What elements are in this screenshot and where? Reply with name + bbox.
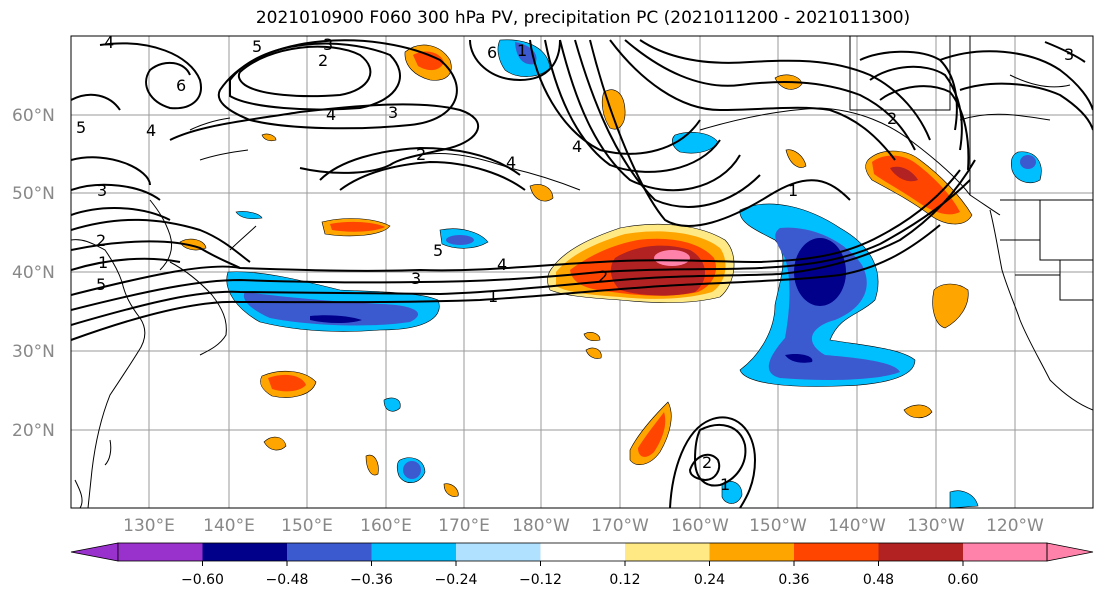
pv-label: 2 [416,145,426,164]
pv-contours [71,39,1093,508]
colorbar-tick-label: 0.60 [947,572,978,588]
colorbar-tick-label: 0.24 [694,572,725,588]
colorbar-extend-high [1046,542,1094,562]
coastline-aleutians [419,152,581,191]
pv-label: 1 [488,287,498,306]
colorbar-bin [202,543,287,561]
colorbar-tick-label: 0.36 [778,572,809,588]
pv-label: 5 [433,241,443,260]
colorbar-tick-label: −0.48 [266,572,309,588]
colorbar-bin [625,543,710,561]
pv-label: 3 [323,35,333,54]
lat-label: 50°N [12,184,55,204]
lat-label: 30°N [12,342,55,362]
pv-label: 6 [176,76,186,95]
colorbar-bin [878,543,963,561]
longitude-labels: 130°E 140°E 150°E 160°E 170°E 180°W 170°… [123,516,1044,536]
colorbar-bin [709,543,794,561]
pv-label: 4 [506,153,516,172]
colorbar-bin [540,543,625,561]
colorbar-bin [794,543,879,561]
coastline-north-america [989,209,1093,411]
lon-label: 170°E [438,516,490,536]
pv-label: 2 [887,109,897,128]
pv-label: 3 [411,269,421,288]
colorbar-bin [371,543,456,561]
colorbar-bin [118,543,203,561]
map-frame [70,35,1094,509]
coastline-asia [71,239,146,508]
coastline-alaska [699,107,1001,216]
colorbar-extend-low [70,542,119,562]
pv-label: 2 [96,231,106,250]
colorbar-tick-label: −0.36 [350,572,393,588]
colorbar-tick-label: −0.24 [435,572,478,588]
lon-label: 180°W [512,516,570,536]
pv-label: 5 [252,37,262,56]
pv-label: 1 [517,41,527,60]
precip-positive-anomalies [179,44,973,497]
colorbar-tick-label: −0.12 [519,572,562,588]
pv-label: 5 [76,118,86,137]
pv-label: 1 [98,253,108,272]
lon-label: 130°W [907,516,965,536]
colorbar-bin [456,543,541,561]
pv-label: 4 [497,255,507,274]
map-title: 2021010900 F060 300 hPa PV, precipitatio… [255,8,911,28]
coastlines [71,36,1093,508]
pv-label: 1 [788,181,798,200]
lon-label: 140°E [203,516,255,536]
lon-label: 160°E [360,516,412,536]
colorbar: −0.60 −0.48 −0.36 −0.24 −0.12 0.12 0.24 … [70,542,1094,588]
lon-label: 120°W [986,516,1044,536]
lon-label: 150°E [281,516,333,536]
pv-label: 5 [96,275,106,294]
pv-label: 3 [388,103,398,122]
pv-label: 3 [1064,45,1074,64]
lon-label: 130°E [123,516,175,536]
pv-label: 3 [97,181,107,200]
lon-label: 170°W [591,516,649,536]
pv-label: 2 [318,51,328,70]
colorbar-tick-label: 0.12 [609,572,640,588]
lat-label: 40°N [12,263,55,283]
pos-anomaly-core [654,250,690,266]
colorbar-tick-label: 0.48 [863,572,894,588]
lat-label: 20°N [12,421,55,441]
colorbar-frame [117,542,1048,562]
colorbar-bin [287,543,372,561]
pv-label: 2 [598,267,608,286]
pv-label: 4 [572,137,582,156]
pv-label: 4 [104,33,114,52]
neg-anomaly-core [794,238,846,306]
lon-label: 160°W [671,516,729,536]
coastline-japan [169,261,227,356]
pv-label: 2 [702,453,712,472]
pv-label: 4 [326,105,336,124]
pv-label: 1 [720,475,730,494]
colorbar-tick-label: −0.60 [181,572,224,588]
latitude-labels: 60°N 50°N 40°N 30°N 20°N [12,106,55,441]
lon-label: 150°W [749,516,807,536]
pv-contour-labels: 4 5 3 2 6 4 5 3 2 1 5 4 3 2 4 1 6 4 5 3 … [76,33,1074,494]
pv-label: 6 [487,43,497,62]
pv-label: 4 [146,121,156,140]
lat-label: 60°N [12,106,55,126]
lon-label: 140°W [828,516,886,536]
colorbar-bin [963,543,1047,561]
